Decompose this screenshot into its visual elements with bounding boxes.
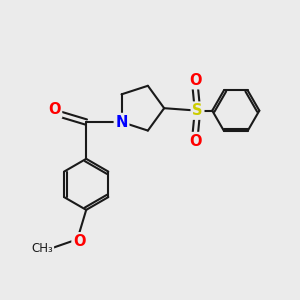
Text: N: N	[115, 115, 128, 130]
Text: O: O	[189, 73, 201, 88]
Text: O: O	[48, 102, 61, 117]
Text: S: S	[192, 103, 203, 118]
Text: CH₃: CH₃	[31, 242, 53, 255]
Text: O: O	[189, 134, 201, 148]
Text: O: O	[73, 234, 86, 249]
